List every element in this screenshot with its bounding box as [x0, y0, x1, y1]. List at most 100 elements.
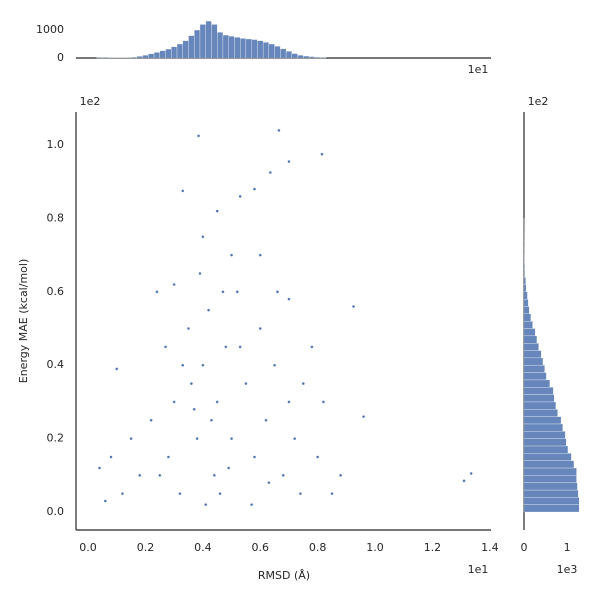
hist-bar [524, 483, 577, 490]
x-tick-label: 0 [521, 541, 528, 554]
point [278, 129, 281, 132]
hist-bar [223, 35, 229, 58]
hist-bar [524, 321, 533, 328]
hist-bar [102, 57, 108, 58]
point [156, 290, 159, 293]
point [197, 134, 200, 137]
point [227, 467, 230, 470]
hist-bar [269, 44, 275, 58]
point [104, 500, 107, 503]
x-axis-label: RMSD (Å) [258, 569, 310, 582]
y-tick-label: 1.0 [47, 138, 65, 151]
y-tick-label: 0.8 [47, 211, 65, 224]
point [201, 364, 204, 367]
hist-bar [524, 424, 563, 431]
point [130, 437, 133, 440]
point [98, 467, 101, 470]
hist-bar [524, 270, 525, 277]
hist-bar [309, 57, 315, 58]
hist-bar [524, 461, 574, 468]
point [259, 254, 262, 257]
x-tick-label: 0.0 [79, 541, 97, 554]
point [276, 290, 279, 293]
point [267, 481, 270, 484]
hist-bar [246, 39, 252, 58]
point [463, 479, 466, 482]
hist-bar [286, 51, 292, 58]
point [273, 364, 276, 367]
point [230, 254, 233, 257]
hist-bar [524, 505, 579, 512]
hist-bar [292, 54, 298, 58]
point [164, 345, 167, 348]
hist-bar [303, 56, 309, 58]
point [196, 437, 199, 440]
hist-bar [217, 32, 223, 58]
hist-bar [154, 52, 160, 58]
hist-bar [524, 468, 577, 475]
hist-bar [524, 351, 541, 358]
point [224, 345, 227, 348]
point [288, 298, 291, 301]
hist-bar [524, 497, 579, 504]
hist-bar [131, 57, 137, 58]
hist-bar [240, 38, 246, 58]
point [187, 327, 190, 330]
hist-bar [524, 307, 529, 314]
point [110, 456, 113, 459]
hist-bar [524, 490, 578, 497]
point [204, 503, 207, 506]
point [352, 305, 355, 308]
point [470, 472, 473, 475]
point [201, 235, 204, 238]
point [121, 492, 124, 495]
hist-bar [524, 262, 525, 269]
hist-bar [524, 365, 545, 372]
y-axis-label: Energy MAE (kcal/mol) [17, 259, 30, 383]
hist-bar [189, 36, 195, 58]
right-x-offset-label: 1e3 [557, 563, 578, 576]
hist-bar [524, 417, 561, 424]
hist-bar [137, 56, 143, 58]
hist-bar [524, 395, 554, 402]
point [245, 382, 248, 385]
point [339, 474, 342, 477]
x-tick-label: 0.6 [252, 541, 270, 554]
hist-bar [524, 387, 553, 394]
point [269, 171, 272, 174]
point [331, 492, 334, 495]
hist-bar [524, 284, 526, 291]
right-y-offset-label: 1e2 [528, 95, 549, 108]
hist-bar [229, 36, 235, 58]
point [236, 290, 239, 293]
hist-bar [524, 277, 526, 284]
hist-bar [524, 314, 531, 321]
point [199, 272, 202, 275]
point [288, 160, 291, 163]
hist-bar [177, 44, 183, 58]
point [230, 437, 233, 440]
point [193, 408, 196, 411]
hist-bar [524, 402, 556, 409]
point [302, 382, 305, 385]
hist-bar [160, 51, 166, 58]
hist-bar [171, 47, 177, 58]
x-tick-label: 1 [564, 541, 571, 554]
point [293, 437, 296, 440]
point [250, 503, 253, 506]
hist-bar [524, 439, 566, 446]
point [138, 474, 141, 477]
point [316, 456, 319, 459]
point [282, 474, 285, 477]
point [219, 492, 222, 495]
hist-bar [524, 299, 528, 306]
point [253, 456, 256, 459]
hist-bar [211, 24, 217, 58]
hist-bar [524, 431, 565, 438]
hist-bar [315, 57, 321, 58]
point [253, 188, 256, 191]
y-tick-label: 0.2 [47, 432, 65, 445]
hist-bar [524, 380, 550, 387]
x-offset-label: 1e1 [468, 563, 489, 576]
point [150, 419, 153, 422]
